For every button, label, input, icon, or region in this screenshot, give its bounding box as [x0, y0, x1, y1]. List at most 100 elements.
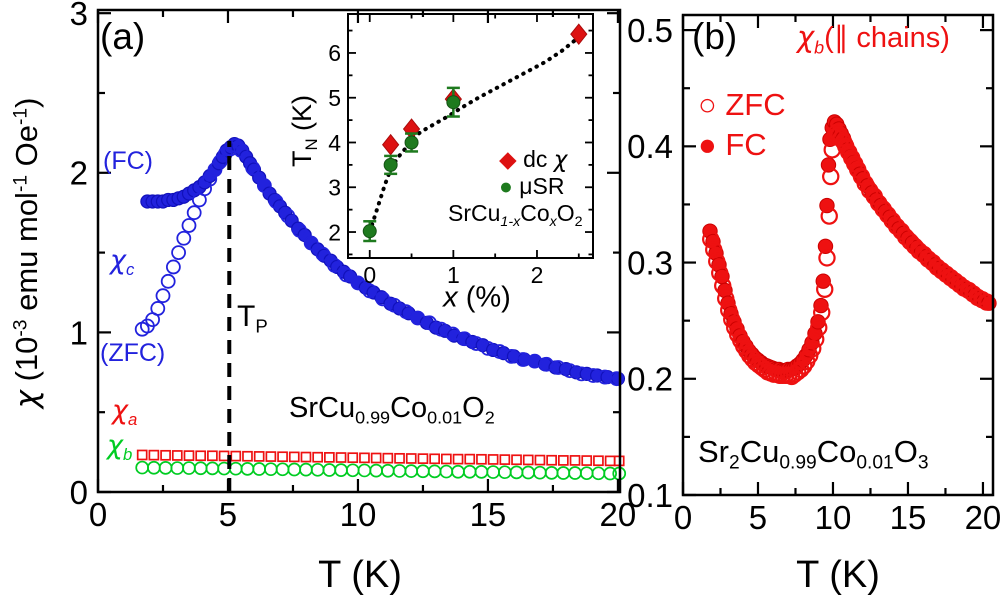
chi-b-circles-point — [427, 464, 442, 479]
chib-zfc-point — [702, 230, 720, 249]
panel-b-ticks — [681, 15, 993, 497]
chi-c-zfc-point — [171, 245, 186, 260]
chi-b-circles-point — [497, 465, 512, 480]
chib-zfc-point — [951, 275, 969, 294]
text-segment: Co — [816, 434, 857, 469]
chi-c-zfc-point — [574, 366, 589, 382]
chi-b-circles-point — [345, 463, 360, 478]
chib-zfc-point — [816, 280, 834, 298]
chib-zfc-point — [711, 264, 729, 282]
chi-b-circles-point — [392, 464, 407, 478]
chi-c-zfc-point — [303, 235, 319, 251]
text-segment: 2 — [484, 407, 495, 428]
formula-inset: SrCu1-xCoxO2 — [448, 200, 583, 230]
text-segment: -1 — [10, 174, 32, 193]
text-segment: Co — [390, 392, 428, 424]
chi-c-zfc-point — [160, 273, 176, 289]
chi-b-circles-point — [381, 463, 395, 478]
panel-a-xtick-label: 15 — [470, 496, 507, 533]
chi-a-squares-point — [429, 453, 440, 465]
chi-a-squares-point — [207, 450, 218, 462]
panel-a-xtick-label: 0 — [89, 496, 107, 533]
panel-b-tick-labels: 0 5 10 15 20 0.1 0.2 0.3 0.4 0.5 — [627, 12, 1001, 536]
chib-zfc — [702, 123, 996, 386]
tn-musr-circles-point — [362, 224, 377, 239]
text-segment: 0.99 — [779, 452, 817, 474]
chi-b-label: χb — [107, 432, 132, 464]
tn-musr-circles-point — [404, 135, 419, 150]
chi-b-circles-point — [182, 461, 196, 475]
chi-a-squares-point — [218, 450, 230, 462]
chi-b-circles-point — [556, 466, 571, 480]
chib-zfc-point — [832, 129, 850, 147]
chi-c-zfc-point — [375, 291, 391, 307]
chi-a-squares-point — [230, 450, 242, 462]
text-segment: Co — [520, 200, 550, 226]
chi-b-circles-point — [462, 464, 477, 479]
chi-b-circles-point — [240, 462, 255, 476]
text-segment: 1-x — [500, 213, 521, 230]
chi-c-zfc-point — [362, 283, 378, 299]
chi-c-zfc-point — [350, 275, 366, 291]
chi-a-squares-point — [511, 454, 522, 466]
chi-b-circles-point — [416, 464, 430, 479]
chi-a-label: χa — [112, 397, 137, 429]
chi-c-zfc-point — [327, 257, 342, 273]
inset-frame — [347, 13, 594, 259]
inset-ticks — [348, 14, 593, 258]
chi-a-squares-point — [253, 451, 265, 462]
chi-a-squares-point — [136, 449, 148, 461]
chi-a-squares-point — [242, 450, 253, 462]
xlabel-a: T (K) — [318, 554, 402, 596]
chib-zfc-point — [708, 252, 726, 271]
text-segment: 0.99 — [355, 407, 391, 428]
legend-musr: ● μSR — [499, 175, 565, 198]
chib-zfc-point — [813, 303, 831, 322]
panel-a-xtick-label: 10 — [340, 496, 377, 533]
chi-a-squares-point — [476, 453, 487, 465]
chi-a-squares-point — [452, 453, 464, 465]
chi-a-squares-point — [569, 455, 581, 466]
chi-b-circles-point — [544, 465, 559, 480]
inset: 0 1 2 2 3 4 5 6 — [328, 13, 594, 288]
formula-a: SrCu0.99Co0.01O2 — [289, 392, 495, 428]
chib-zfc-point — [978, 293, 996, 311]
chi-c-zfc — [134, 138, 625, 387]
text-segment: χ — [112, 395, 128, 426]
chi-b-circles-point — [275, 462, 290, 477]
panel-a-ytick-label: 2 — [70, 155, 88, 192]
chi-c-zfc-point — [422, 315, 437, 331]
inset-ytick-label: 4 — [328, 130, 341, 156]
chi-c-zfc-point — [212, 154, 228, 170]
chi-a-squares-point — [335, 452, 347, 463]
panel-a-xtick-label: 5 — [219, 496, 237, 533]
panel-b-frame — [681, 13, 995, 497]
inset-ylabel: TN (K) — [287, 95, 321, 167]
chi-a-squares-point — [382, 452, 394, 464]
inset-xlabel: x (%) — [443, 283, 511, 313]
chib-zfc-point — [820, 207, 838, 225]
chi-b-circles-point — [147, 460, 161, 475]
tn-dotted-fit — [367, 35, 581, 235]
chi-c-zfc-point — [150, 301, 166, 316]
chi-c-zfc-point — [338, 267, 354, 283]
chi-a-squares-point — [546, 454, 557, 466]
text-segment: χ — [797, 20, 815, 54]
chi-a-squares-point — [195, 450, 207, 462]
text-segment: O — [556, 200, 575, 226]
text-segment: -1 — [10, 107, 32, 126]
chi-c-zfc-point — [256, 178, 272, 193]
chi-a-squares-point — [347, 452, 359, 464]
tn-dc-chi-diamonds — [382, 23, 588, 156]
chi-c-zfc-point — [176, 230, 192, 246]
panel-b-xtick-label: 5 — [749, 499, 767, 536]
chi-b-circles-point — [193, 461, 208, 476]
chi-c-zfc-point — [233, 143, 249, 158]
chi-b-circles-point — [439, 464, 454, 479]
text-segment: 0.01 — [427, 407, 463, 428]
chi-c-zfc-point — [292, 222, 307, 238]
text-segment: χ — [9, 390, 45, 409]
